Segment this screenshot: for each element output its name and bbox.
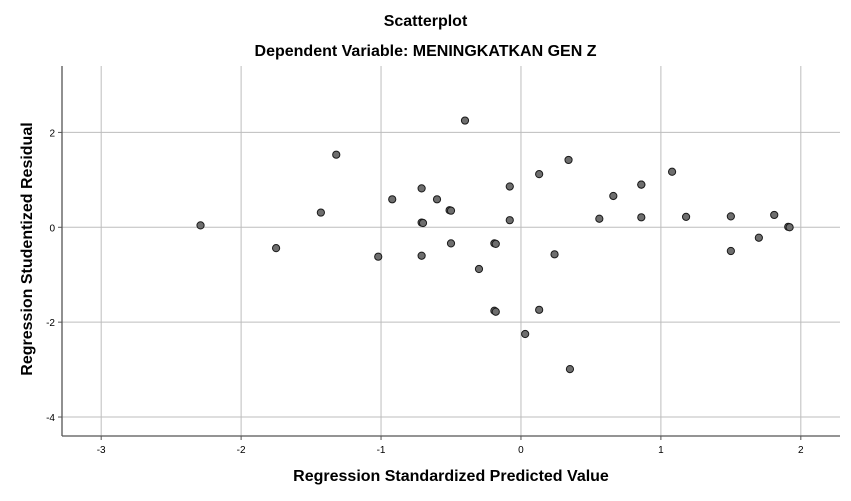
gridlines [62, 66, 840, 436]
scatter-point [637, 213, 646, 222]
scatter-point [491, 307, 500, 316]
x-tick-label: -2 [237, 445, 246, 456]
scatter-point [418, 218, 428, 228]
scatter-point [460, 116, 470, 125]
scatter-point [535, 170, 544, 179]
scatter-point [726, 246, 735, 256]
scatter-point [770, 210, 779, 220]
scatter-point [271, 244, 281, 253]
scatter-point [432, 195, 442, 204]
scatter-point [417, 251, 426, 260]
scatter-point [505, 182, 514, 191]
y-tick-label: -4 [46, 413, 55, 424]
y-tick-label: 2 [49, 128, 55, 139]
data-points [196, 116, 794, 374]
x-tick-label: 0 [518, 445, 524, 456]
scatter-point [754, 233, 763, 242]
scatter-point [417, 184, 426, 193]
scatter-point [388, 195, 397, 204]
chart-subtitle: Dependent Variable: MENINGKATKAN GEN Z [254, 43, 597, 60]
x-tick-label: 2 [798, 445, 804, 456]
scatter-point [564, 155, 573, 165]
scatter-point [595, 214, 604, 223]
x-tick-label: -3 [97, 445, 106, 456]
scatter-point [332, 150, 341, 159]
scatter-point [446, 206, 456, 215]
x-axis-label: Regression Standardized Predicted Value [293, 468, 609, 485]
scatter-point [196, 221, 205, 230]
y-tick-label: 0 [49, 223, 55, 234]
scatter-point [505, 216, 514, 225]
scatter-point [521, 329, 530, 339]
scatter-point [550, 250, 559, 259]
tick-labels: -3 -2 -1 0 1 2 2 0 -2 -4 [46, 128, 804, 456]
scatter-point [491, 239, 500, 248]
scatter-point [637, 180, 646, 189]
scatter-point [785, 223, 794, 232]
scatter-point [535, 305, 544, 314]
chart-title: Scatterplot [383, 13, 468, 30]
scatter-point [374, 252, 383, 261]
x-tick-label: 1 [658, 445, 664, 456]
y-axis-label: Regression Studentized Residual [19, 122, 36, 376]
scatter-point [726, 212, 735, 221]
scatter-point [565, 365, 575, 374]
scatter-point [609, 191, 618, 201]
scatter-point [667, 167, 677, 176]
scatter-point [316, 208, 325, 217]
y-tick-label: -2 [46, 318, 55, 329]
scatter-point [681, 212, 691, 221]
x-tick-label: -1 [377, 445, 386, 456]
scatter-point [474, 264, 484, 274]
scatter-point [446, 239, 456, 248]
axes [58, 66, 840, 440]
